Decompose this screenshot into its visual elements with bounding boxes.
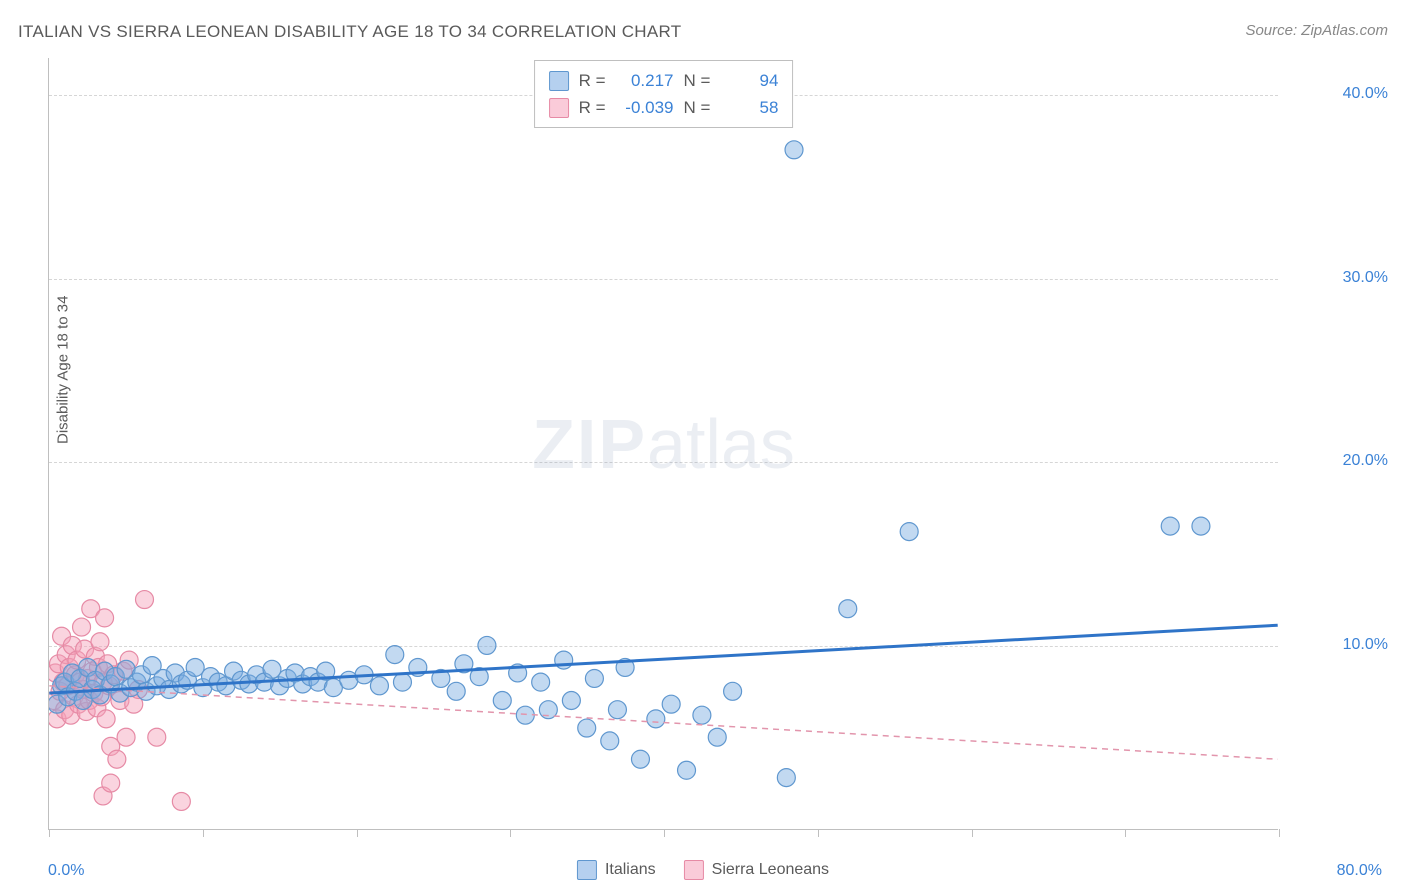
r-label: R = xyxy=(579,67,606,94)
legend-label-sierra: Sierra Leoneans xyxy=(712,861,829,879)
n-label: N = xyxy=(684,67,711,94)
n-label: N = xyxy=(684,94,711,121)
legend-label-italians: Italians xyxy=(605,861,656,879)
r-label: R = xyxy=(579,94,606,121)
legend: Italians Sierra Leoneans xyxy=(577,860,829,880)
y-tick-label: 10.0% xyxy=(1343,636,1388,654)
swatch-italians-icon xyxy=(549,71,569,91)
x-axis-min-label: 0.0% xyxy=(48,862,84,880)
watermark: ZIPatlas xyxy=(532,404,795,484)
n-value-italians: 94 xyxy=(720,67,778,94)
chart-source: Source: ZipAtlas.com xyxy=(1245,22,1388,39)
y-tick-label: 40.0% xyxy=(1343,85,1388,103)
swatch-sierra-icon xyxy=(549,98,569,118)
r-value-sierra: -0.039 xyxy=(616,94,674,121)
swatch-italians-icon xyxy=(577,860,597,880)
chart-svg xyxy=(49,58,1278,829)
y-axis-label: Disability Age 18 to 34 xyxy=(55,295,72,443)
chart-container: ITALIAN VS SIERRA LEONEAN DISABILITY AGE… xyxy=(0,0,1406,892)
y-tick-label: 30.0% xyxy=(1343,269,1388,287)
swatch-sierra-icon xyxy=(684,860,704,880)
correlation-stats-box: R = 0.217 N = 94 R = -0.039 N = 58 xyxy=(534,60,794,128)
r-value-italians: 0.217 xyxy=(616,67,674,94)
legend-item-italians: Italians xyxy=(577,860,656,880)
stat-row-sierra: R = -0.039 N = 58 xyxy=(549,94,779,121)
chart-title: ITALIAN VS SIERRA LEONEAN DISABILITY AGE… xyxy=(18,22,681,42)
watermark-bold: ZIP xyxy=(532,405,647,483)
watermark-rest: atlas xyxy=(647,405,795,483)
n-value-sierra: 58 xyxy=(720,94,778,121)
stat-row-italians: R = 0.217 N = 94 xyxy=(549,67,779,94)
y-tick-label: 20.0% xyxy=(1343,452,1388,470)
x-axis-max-label: 80.0% xyxy=(1337,862,1382,880)
legend-item-sierra: Sierra Leoneans xyxy=(684,860,829,880)
plot-area: Disability Age 18 to 34 ZIPatlas R = 0.2… xyxy=(48,58,1278,830)
